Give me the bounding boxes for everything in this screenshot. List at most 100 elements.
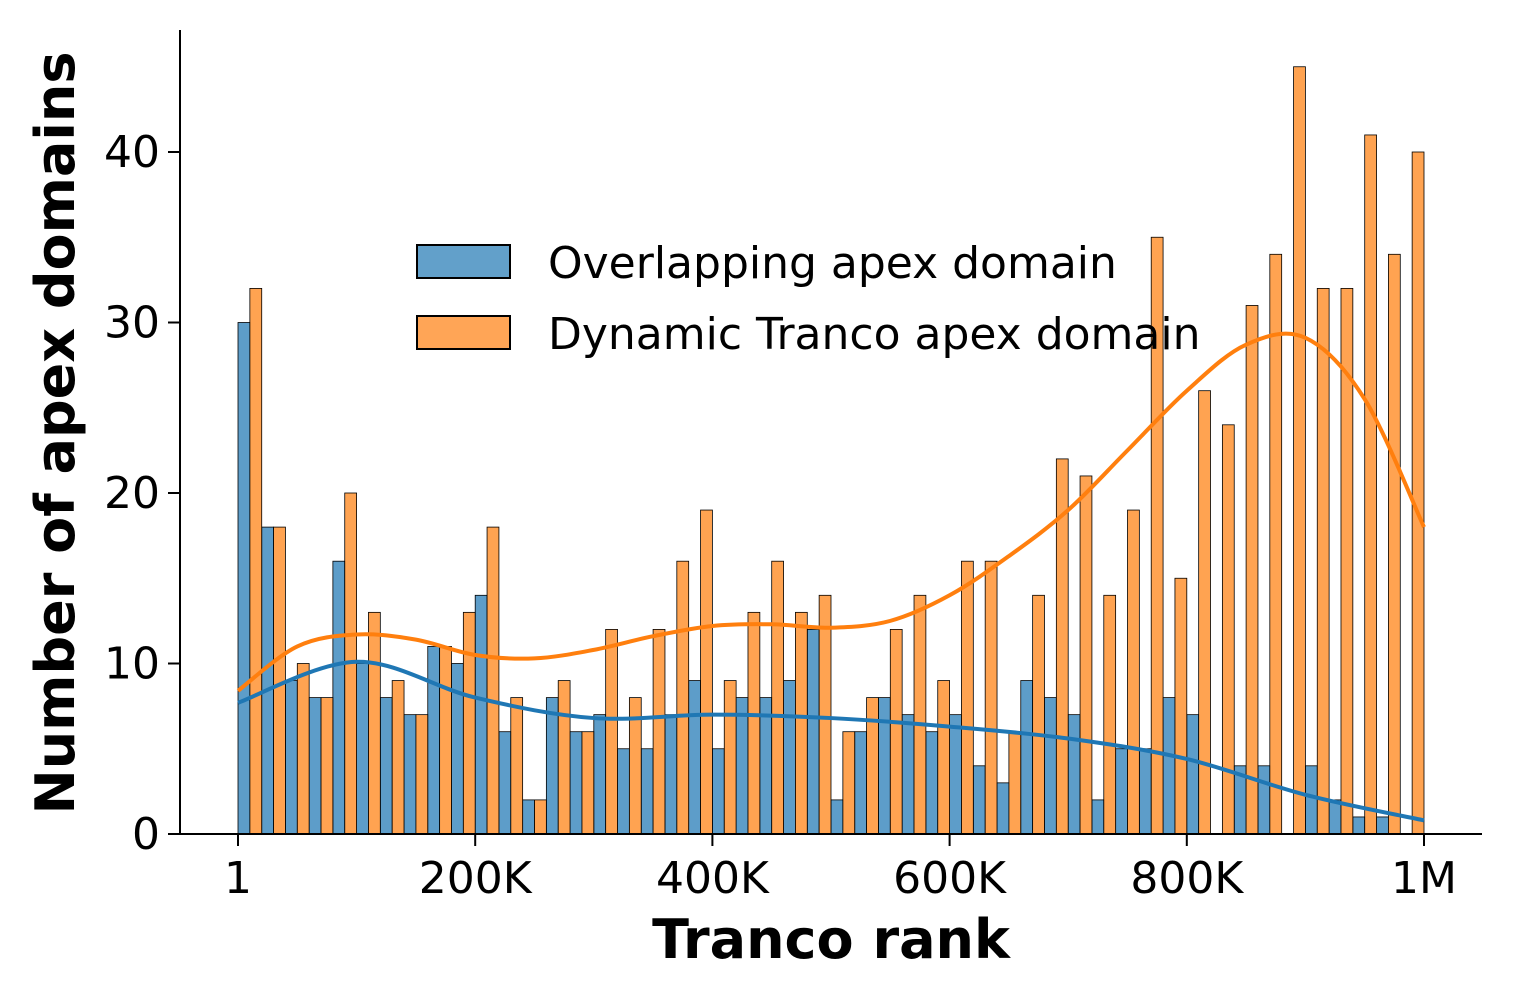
legend-label-overlapping: Overlapping apex domain: [548, 238, 1117, 289]
bar-dynamic-6: [391, 680, 405, 835]
y-axis-title: Number of apex domains: [24, 52, 87, 815]
bar-overlapping-46: [1328, 799, 1342, 835]
bar-overlapping-19: [688, 680, 701, 835]
bar-overlapping-26: [854, 731, 867, 835]
x-tick-label: 1: [224, 853, 252, 904]
bar-overlapping-29: [925, 731, 939, 835]
bar-overlapping-12: [522, 799, 535, 835]
bar-overlapping-2: [285, 680, 298, 835]
bar-dynamic-22: [771, 560, 784, 835]
bar-dynamic-3: [320, 697, 334, 835]
bar-dynamic-0: [249, 287, 263, 835]
bar-dynamic-14: [581, 731, 595, 835]
bar-overlapping-20: [712, 748, 725, 835]
x-ticks: 1 200K 400K 600K 800K 1M: [224, 834, 1457, 904]
y-ticks: 0 10 20 30 40: [104, 127, 180, 860]
bar-overlapping-14: [569, 731, 583, 835]
bar-dynamic-24: [818, 594, 832, 835]
legend-swatch-dynamic: [416, 315, 511, 350]
bar-dynamic-15: [605, 629, 618, 835]
y-tick-label: 40: [104, 127, 160, 178]
bar-dynamic-9: [462, 611, 476, 835]
bar-dynamic-10: [486, 526, 500, 835]
x-axis-title: Tranco rank: [652, 908, 1011, 971]
y-tick-label: 0: [132, 809, 160, 860]
bar-overlapping-48: [1376, 816, 1389, 835]
bar-overlapping-37: [1115, 748, 1128, 835]
bar-dynamic-29: [937, 680, 950, 835]
bar-dynamic-45: [1316, 287, 1330, 835]
kde-line-overlapping: [237, 659, 1425, 823]
bar-overlapping-31: [972, 765, 986, 835]
bar-overlapping-1: [261, 526, 274, 835]
bar-overlapping-15: [593, 714, 607, 835]
bar-dynamic-44: [1293, 66, 1306, 835]
bar-overlapping-5: [356, 663, 369, 835]
kde-line-dynamic: [236, 331, 1426, 693]
bar-overlapping-35: [1067, 714, 1081, 835]
y-tick-label: 30: [104, 298, 160, 349]
bar-dynamic-7: [415, 714, 429, 835]
bar-overlapping-39: [1162, 697, 1176, 835]
bar-overlapping-3: [308, 697, 322, 835]
kde-curves: [236, 331, 1426, 823]
bar-dynamic-12: [534, 799, 547, 835]
bar-overlapping-47: [1352, 816, 1366, 835]
bar-dynamic-43: [1269, 253, 1283, 835]
bar-overlapping-32: [996, 782, 1010, 835]
bar-dynamic-5: [368, 611, 381, 835]
x-tick-label: 1M: [1391, 853, 1457, 904]
x-tick-label: 800K: [1130, 853, 1244, 904]
legend-label-dynamic: Dynamic Tranco apex domain: [548, 309, 1200, 360]
bar-dynamic-37: [1127, 509, 1140, 835]
y-tick-label: 20: [104, 468, 160, 519]
bar-overlapping-8: [427, 646, 441, 835]
bar-dynamic-27: [889, 629, 903, 835]
bar-dynamic-2: [296, 663, 310, 835]
legend: Overlapping apex domain Dynamic Tranco a…: [416, 238, 1200, 360]
bar-overlapping-4: [332, 560, 346, 835]
bars-group: [237, 66, 1425, 835]
bar-dynamic-17: [652, 629, 666, 835]
bar-dynamic-48: [1388, 253, 1401, 835]
bar-overlapping-30: [949, 714, 962, 835]
bar-overlapping-43: [1257, 765, 1271, 835]
bar-dynamic-30: [961, 560, 974, 835]
bar-overlapping-21: [735, 697, 749, 835]
bar-dynamic-31: [984, 560, 998, 835]
bar-overlapping-6: [379, 697, 393, 835]
bar-dynamic-11: [510, 697, 524, 835]
bar-overlapping-27: [878, 697, 891, 835]
bar-overlapping-16: [617, 748, 630, 835]
legend-swatch-overlapping: [416, 244, 511, 279]
bar-dynamic-8: [439, 646, 452, 835]
bar-overlapping-23: [783, 680, 796, 835]
x-tick-label: 400K: [656, 853, 770, 904]
bar-overlapping-7: [403, 714, 417, 835]
x-tick-label: 600K: [893, 853, 1007, 904]
bar-dynamic-40: [1198, 390, 1211, 835]
bar-overlapping-17: [640, 748, 654, 835]
bar-overlapping-13: [545, 697, 559, 835]
bar-overlapping-22: [759, 697, 773, 835]
bar-overlapping-28: [901, 714, 915, 835]
bar-overlapping-34: [1044, 697, 1057, 835]
bar-dynamic-33: [1032, 594, 1045, 835]
bar-dynamic-18: [676, 560, 690, 835]
bar-overlapping-36: [1091, 799, 1105, 835]
bar-dynamic-28: [913, 594, 927, 835]
bar-overlapping-40: [1186, 714, 1200, 835]
bar-dynamic-13: [557, 680, 571, 835]
bar-overlapping-38: [1138, 748, 1152, 835]
x-tick-label: 200K: [419, 853, 533, 904]
bar-dynamic-32: [1008, 731, 1022, 835]
bar-dynamic-20: [723, 680, 737, 835]
bar-dynamic-25: [842, 731, 856, 835]
bar-overlapping-33: [1020, 680, 1034, 835]
bar-dynamic-49: [1411, 151, 1425, 835]
bar-dynamic-23: [795, 611, 808, 835]
bar-dynamic-19: [700, 509, 713, 835]
bar-overlapping-11: [498, 731, 512, 835]
bar-overlapping-25: [830, 799, 844, 835]
bar-overlapping-45: [1305, 765, 1318, 835]
